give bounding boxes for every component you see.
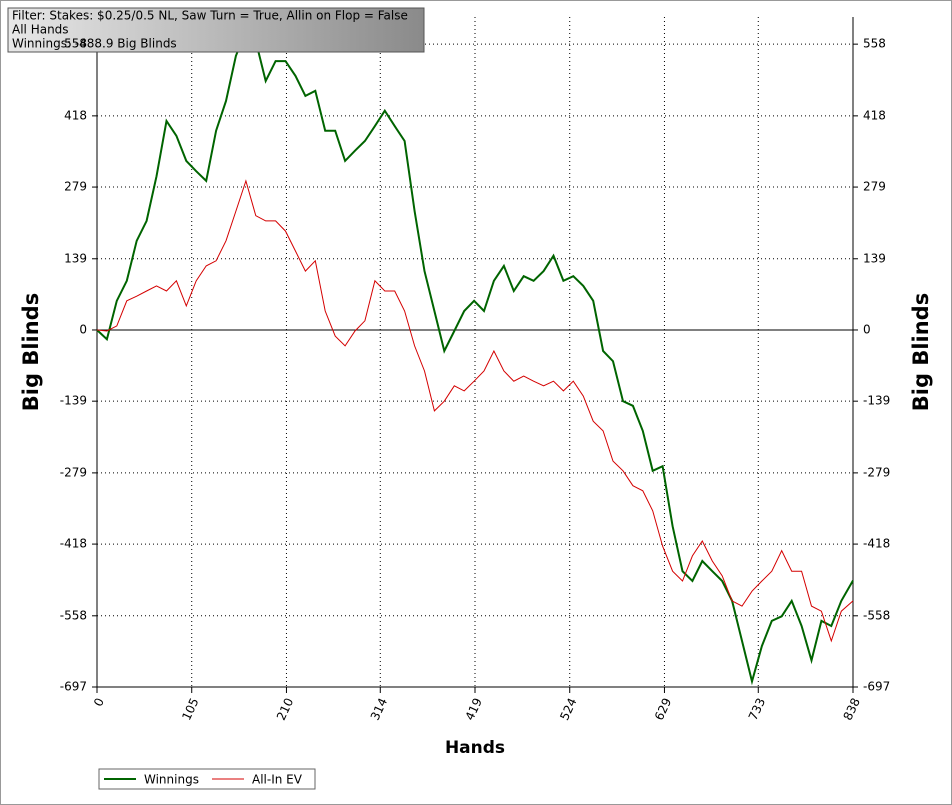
y2-tick-label: 139 [863, 251, 886, 265]
y2-tick-label: 0 [863, 322, 871, 336]
y-tick-label: 139 [64, 251, 87, 265]
legend-label: All-In EV [252, 773, 303, 787]
y2-tick-label: -418 [863, 537, 890, 551]
y-tick-label: 558 [64, 37, 87, 51]
y2-tick-label: -139 [863, 394, 890, 408]
y-tick-label: 279 [64, 180, 87, 194]
y-tick-label: -558 [60, 608, 87, 622]
y-tick-label: -139 [60, 394, 87, 408]
filter-text: Winnings: -488.9 Big Blinds [12, 37, 177, 51]
series-line [96, 28, 854, 686]
y2-tick-label: -279 [863, 465, 890, 479]
y-tick-label: -279 [60, 465, 87, 479]
legend-label: Winnings [144, 773, 199, 787]
legend [98, 768, 316, 790]
filter-text: Filter: Stakes: $0.25/0.5 NL, Saw Turn =… [12, 9, 408, 23]
y2-tick-label: 418 [863, 108, 886, 122]
y-tick-label: 0 [79, 322, 87, 336]
filter-text: All Hands [12, 23, 69, 37]
plot-area [92, 17, 858, 693]
y2-axis-label: Big Blinds [909, 293, 933, 411]
y2-tick-label: 558 [863, 37, 886, 51]
series-line [96, 179, 854, 643]
y-tick-label: -697 [60, 680, 87, 694]
x-axis-label: Hands [445, 738, 505, 758]
y2-tick-label: 279 [863, 180, 886, 194]
y2-tick-label: -697 [863, 680, 890, 694]
filter-box [7, 7, 425, 53]
y2-tick-label: -558 [863, 608, 890, 622]
y-tick-label: 418 [64, 108, 87, 122]
y-tick-label: -418 [60, 537, 87, 551]
y-axis-label: Big Blinds [19, 293, 43, 411]
